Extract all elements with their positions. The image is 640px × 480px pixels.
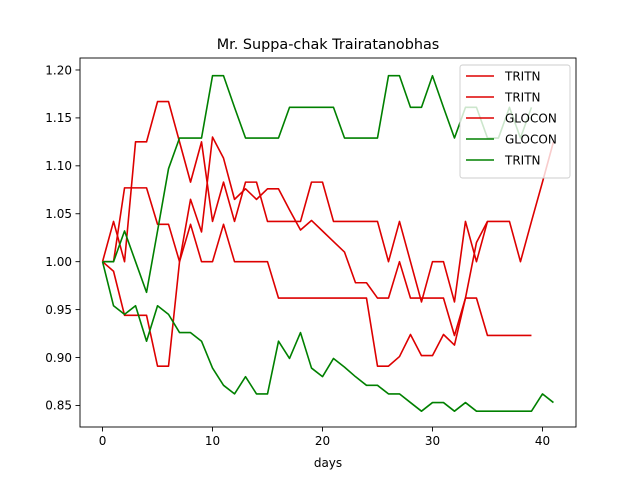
series-line-2 <box>102 221 489 367</box>
legend-label-2: TRITN <box>504 90 541 104</box>
legend-label-5: TRITN <box>504 153 541 167</box>
y-tick-label: 1.15 <box>45 111 72 125</box>
series-line-1 <box>101 100 555 303</box>
legend-label-4: GLOCON <box>505 132 557 146</box>
series-line-5 <box>101 261 554 412</box>
x-tick-label: 40 <box>535 434 550 448</box>
y-tick-label: 0.85 <box>45 399 72 413</box>
y-tick-label: 0.95 <box>45 303 72 317</box>
legend-box <box>459 64 571 179</box>
x-tick-label: 20 <box>315 434 330 448</box>
x-axis-label: days <box>314 456 342 470</box>
x-tick-label: 10 <box>205 434 220 448</box>
axes-layer: 0 10 20 30 40 0.85 0.90 0.95 1.00 1.05 1.10 1.15 1.2… <box>45 57 577 448</box>
legend: TRITN TRITN GLOCON GLOCON TRITN <box>459 64 571 179</box>
plot-frame <box>79 57 577 428</box>
chart-title: Mr. Suppa-chak Trairatanobhas <box>217 37 440 53</box>
y-tick-label: 1.10 <box>45 159 72 173</box>
y-tick-label: 1.05 <box>45 207 72 221</box>
legend-label-1: TRITN <box>504 69 541 83</box>
series-line-3 <box>102 136 532 337</box>
y-tick-label: 1.00 <box>45 255 72 269</box>
x-tick-label: 30 <box>425 434 440 448</box>
y-tick-label: 1.20 <box>45 63 72 77</box>
y-tick-label: 0.90 <box>45 351 72 365</box>
legend-label-3: GLOCON <box>505 111 557 125</box>
series-layer <box>101 74 555 412</box>
x-tick-label: 0 <box>99 434 107 448</box>
